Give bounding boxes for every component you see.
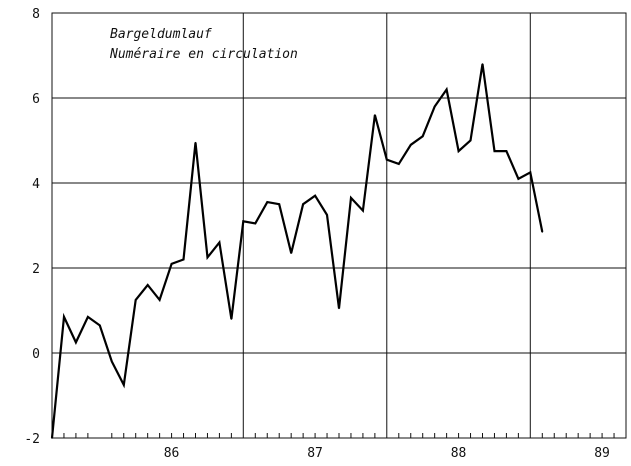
data-point — [493, 150, 496, 152]
chart-annotation: Bargeldumlauf Numéraire en circulation — [109, 27, 298, 62]
plot-frame — [51, 12, 627, 439]
data-point — [302, 203, 304, 206]
data-point — [63, 316, 65, 318]
x-tick-label: 87 — [307, 446, 323, 461]
data-point — [541, 231, 544, 233]
data-point — [75, 341, 77, 344]
data-point — [51, 437, 53, 439]
axis-ticks — [51, 433, 627, 438]
data-point — [87, 316, 89, 318]
data-point — [517, 177, 520, 180]
data-point — [421, 135, 424, 138]
data-point — [242, 220, 245, 223]
data-point — [146, 284, 149, 286]
data-point — [469, 139, 472, 142]
y-tick-label: 6 — [32, 92, 40, 107]
tick-labels: -2 0 2 4 6 8 86 87 88 89 — [24, 7, 610, 461]
data-point — [254, 222, 257, 225]
data-point — [445, 88, 448, 91]
data-point — [110, 360, 113, 363]
x-tick-label: 89 — [594, 446, 610, 461]
series-layer — [50, 63, 544, 439]
data-point — [350, 197, 352, 199]
x-tick-label: 86 — [164, 446, 180, 461]
data-point — [218, 241, 221, 244]
data-point — [266, 201, 269, 203]
annotation-line-2: Numéraire en circulation — [109, 47, 298, 62]
data-point — [433, 105, 436, 108]
data-point — [409, 143, 412, 146]
y-tick-label: 0 — [32, 347, 40, 362]
x-tick-label: 88 — [451, 446, 467, 461]
data-point — [122, 384, 125, 386]
data-point — [314, 194, 316, 197]
data-point — [278, 203, 281, 206]
data-point — [158, 299, 161, 301]
data-point — [99, 324, 101, 327]
data-point — [290, 252, 292, 254]
data-point — [481, 63, 484, 65]
data-point — [397, 163, 400, 165]
y-tick-label: 2 — [32, 262, 40, 277]
data-point — [362, 209, 364, 212]
data-point — [194, 141, 197, 144]
annotation-line-1: Bargeldumlauf — [110, 27, 212, 42]
data-point — [170, 262, 173, 265]
data-point — [457, 150, 460, 152]
data-point — [338, 307, 340, 310]
data-point — [134, 299, 137, 301]
data-point — [326, 214, 328, 216]
data-point — [386, 158, 388, 161]
data-point — [529, 171, 532, 174]
data-point — [374, 114, 376, 116]
series-line — [50, 63, 544, 439]
data-point — [230, 318, 233, 320]
data-point — [182, 258, 185, 261]
data-point — [505, 150, 508, 152]
y-tick-label: 8 — [32, 7, 40, 22]
y-tick-label: 4 — [32, 177, 40, 192]
y-tick-label: -2 — [24, 432, 40, 447]
data-point — [206, 256, 209, 259]
